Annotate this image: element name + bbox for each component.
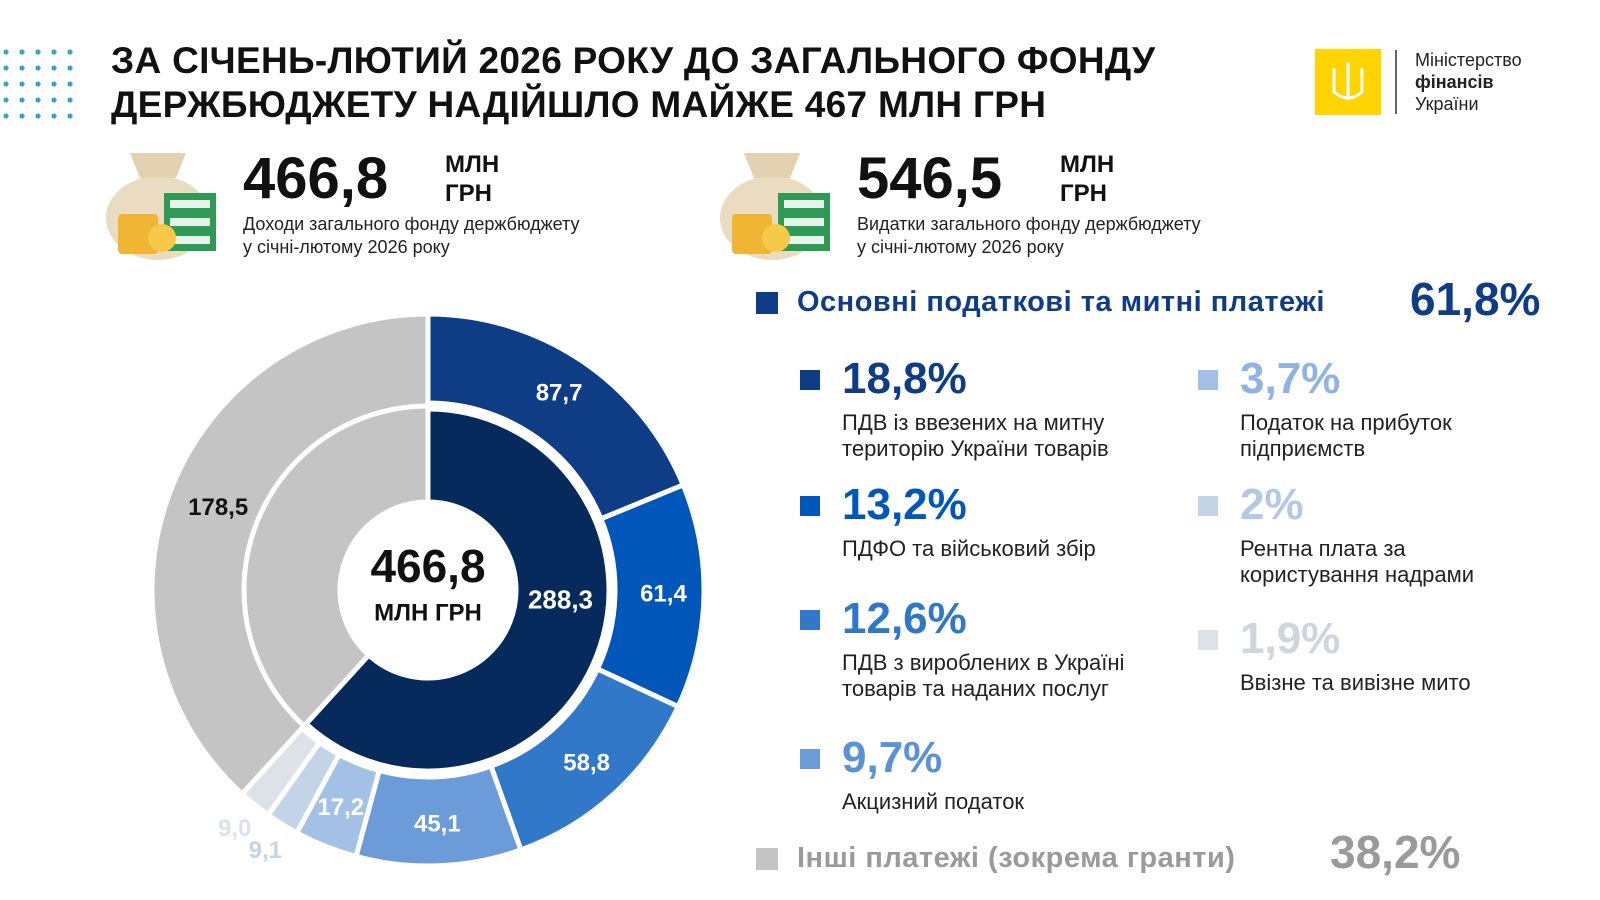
legend-share: 1,9%: [1240, 614, 1341, 663]
legend-swatch: [1198, 630, 1218, 650]
dot: [35, 81, 41, 87]
dot: [67, 49, 73, 55]
center-value: 466,8: [370, 540, 485, 592]
value-label: 61,4: [640, 581, 687, 608]
legend-label: ПДВ із ввезених на митну територію Украї…: [842, 410, 1109, 461]
dot: [67, 113, 73, 119]
logo-text: України: [1415, 94, 1479, 114]
value-label: 288,3: [528, 584, 593, 614]
dot: [67, 81, 73, 87]
legend-swatch: [800, 496, 820, 516]
dot: [19, 81, 25, 87]
legend-heading: Інші платежі (зокрема гранти): [797, 842, 1236, 874]
kpi-desc: у січні-лютому 2026 року: [857, 237, 1064, 257]
dot: [19, 113, 25, 119]
donut-segment: [149, 311, 431, 798]
dot: [35, 113, 41, 119]
legend-swatch: [1198, 370, 1218, 390]
dots-decoration: [3, 49, 73, 119]
title: ЗА СІЧЕНЬ-ЛЮТИЙ 2026 РОКУ ДО ЗАГАЛЬНОГО …: [111, 40, 1156, 81]
kpi-unit: МЛН: [1060, 151, 1115, 178]
dot: [35, 97, 41, 103]
dot: [51, 81, 57, 87]
dot: [51, 113, 57, 119]
value-label: 9,0: [218, 815, 251, 842]
legend-share: 9,7%: [842, 733, 943, 782]
money-icon: [106, 153, 216, 260]
dot: [19, 65, 25, 71]
value-label: 58,8: [563, 749, 610, 776]
legend-swatch: [1198, 496, 1218, 516]
ring-separator: [241, 403, 615, 777]
legend-label: Акцизний податок: [842, 789, 1025, 814]
kpi-unit: ГРН: [1060, 180, 1107, 207]
kpi-unit: ГРН: [445, 180, 492, 207]
dot: [3, 49, 9, 55]
value-label: 178,5: [188, 494, 248, 521]
kpi-value: 466,8: [243, 146, 389, 211]
dot: [3, 97, 9, 103]
legend-share: 38,2%: [1330, 826, 1461, 878]
legend-label: ПДВ з вироблених в Україні товарів та на…: [842, 650, 1125, 701]
legend-label: ПДФО та військовий збір: [842, 536, 1096, 561]
value-label: 9,1: [249, 837, 282, 864]
dot: [35, 65, 41, 71]
donut-segment: [238, 724, 324, 819]
dot: [19, 97, 25, 103]
kpi-desc: у січні-лютому 2026 року: [243, 237, 450, 257]
kpi-value: 546,5: [857, 146, 1003, 211]
dot: [67, 97, 73, 103]
title: ДЕРЖБЮДЖЕТУ НАДІЙШЛО МАЙЖЕ 467 МЛН ГРН: [111, 84, 1047, 125]
dot: [67, 65, 73, 71]
legend-share: 13,2%: [842, 480, 967, 529]
legend-label: Рентна плата за користування надрами: [1240, 536, 1475, 587]
dot: [19, 49, 25, 55]
dot: [3, 65, 9, 71]
donut: 87,7 61,4 58,8 45,1 17,2 9,19,0 288,3 178,5 466,…: [149, 311, 707, 869]
kpi-unit: МЛН: [445, 151, 500, 178]
legend-share: 3,7%: [1240, 354, 1341, 403]
center-unit: МЛН ГРН: [374, 599, 482, 626]
logo-text: фінансів: [1415, 72, 1494, 92]
center-hole: [342, 504, 514, 676]
dot: [3, 113, 9, 119]
legend-swatch: [756, 848, 778, 870]
legend-share: 2%: [1240, 480, 1304, 529]
value-label: 45,1: [414, 811, 461, 838]
dot: [3, 81, 9, 87]
dot: [35, 49, 41, 55]
dot: [51, 49, 57, 55]
legend-swatch: [756, 292, 778, 314]
value-label: 17,2: [317, 794, 364, 821]
kpi-desc: Видатки загального фонду держбюджету: [857, 214, 1201, 234]
legend-swatch: [800, 610, 820, 630]
legend-heading: Основні податкові та митні платежі: [797, 286, 1325, 318]
legend-swatch: [800, 749, 820, 769]
donut-segment: [302, 406, 612, 774]
kpi-desc: Доходи загального фонду держбюджету: [243, 214, 580, 234]
dot: [51, 97, 57, 103]
legend-share: 12,6%: [842, 594, 967, 643]
logo-emblem: [1315, 49, 1397, 115]
value-label: 87,7: [536, 380, 583, 407]
legend-share: 18,8%: [842, 354, 967, 403]
logo-text: Міністерство: [1415, 50, 1522, 70]
legend-label: Ввізне та вивізне мито: [1240, 670, 1471, 695]
dot: [51, 65, 57, 71]
legend-swatch: [800, 370, 820, 390]
legend-share: 61,8%: [1410, 273, 1541, 325]
legend-label: Податок на прибуток підприємств: [1240, 410, 1452, 461]
money-icon: [720, 153, 830, 260]
